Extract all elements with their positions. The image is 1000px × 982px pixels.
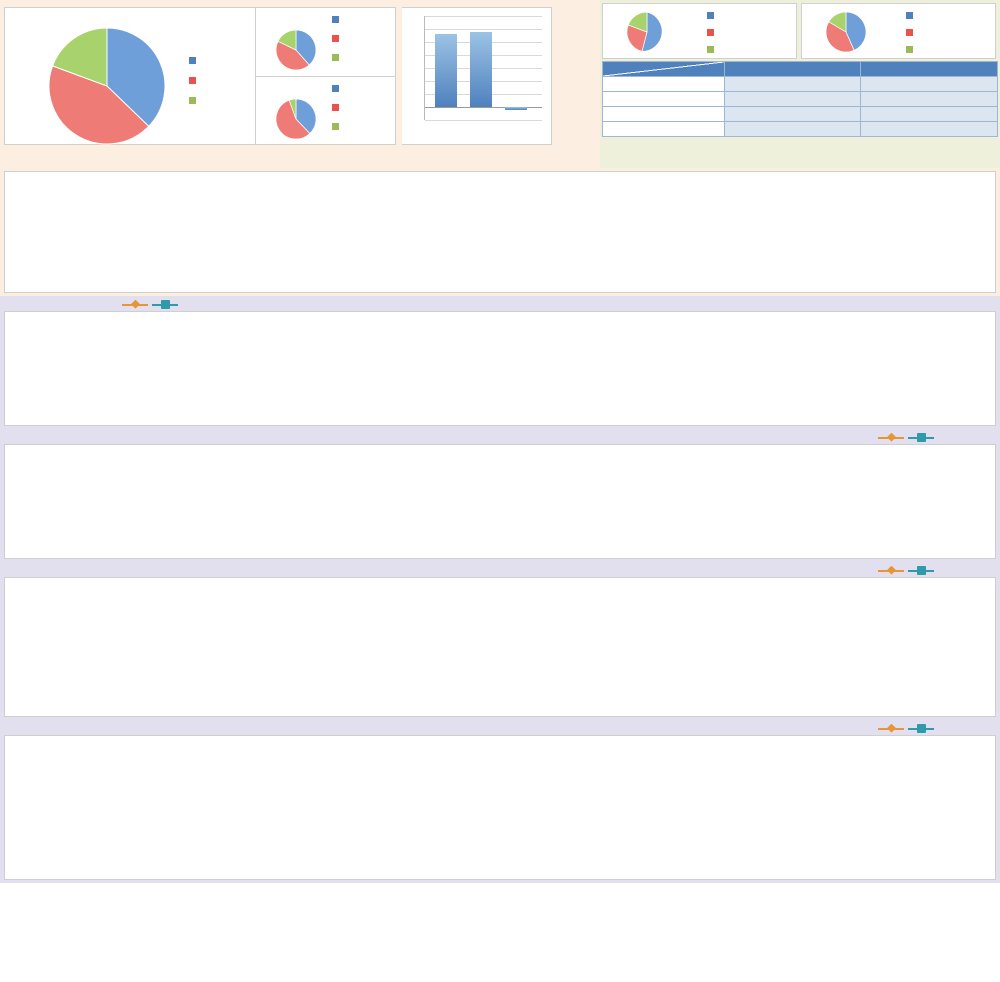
nissan-pie-kawasaki-graphic	[825, 11, 867, 53]
history-chart	[4, 171, 996, 293]
s2023fm-graphic	[73, 584, 953, 666]
table-row	[602, 76, 998, 92]
pie-home-legend-draw	[332, 51, 342, 64]
swatch-loss	[332, 35, 339, 43]
nissan-pie-kawasaki	[801, 3, 996, 59]
pie-away	[256, 76, 396, 145]
nissan-right-legend-win	[906, 9, 916, 22]
pie-home-legend-loss	[332, 32, 342, 45]
legend-marker-rank	[152, 299, 178, 309]
s2024fm-graphic	[73, 320, 953, 410]
season-2023-kf-section	[0, 720, 1000, 883]
cell-yokohama	[723, 76, 862, 92]
history-section	[0, 168, 1000, 296]
s2023fm-chart	[4, 577, 996, 717]
pie-home	[256, 7, 396, 77]
s2024kf-chart	[4, 444, 996, 559]
cell-kawasaki	[860, 91, 998, 107]
team-evaluation-table	[602, 61, 998, 137]
cell-kawasaki	[860, 76, 998, 92]
swatch-win	[332, 16, 339, 24]
swatch-loss	[332, 103, 339, 111]
nissan-pie-yokohama	[602, 3, 797, 59]
s2023kf-chart	[4, 735, 996, 880]
s2023fm-legend	[876, 564, 936, 576]
legend-marker-result	[878, 433, 904, 442]
pie-away-legend-win	[332, 82, 342, 95]
swatch-loss	[906, 29, 913, 37]
pie-away-graphic	[275, 98, 317, 139]
nissan-pie-yokohama-graphic	[626, 11, 663, 52]
season-2023-fm-section	[0, 562, 1000, 720]
cell-yokohama	[723, 121, 862, 137]
legend-win	[189, 50, 199, 70]
table-corner-cell	[602, 61, 725, 77]
nissan-right-legend-loss	[906, 26, 916, 39]
cell-kawasaki	[860, 121, 998, 137]
swatch-win	[332, 84, 339, 92]
bar-shitten	[470, 32, 492, 107]
legend-marker-rank	[908, 565, 934, 575]
cell-yokohama	[723, 106, 862, 122]
s2024kf-legend	[876, 431, 936, 443]
pie-away-legend-draw	[332, 120, 342, 133]
cell-yokohama	[723, 91, 862, 107]
s2024fm-legend	[120, 298, 180, 310]
legend-marker-result	[878, 566, 904, 575]
pie-away-legend-loss	[332, 101, 342, 114]
pie-overall-graphic	[48, 27, 166, 145]
table-header-row	[602, 61, 998, 77]
row-label	[602, 106, 725, 122]
goals-bar-plot	[424, 16, 542, 121]
season-2024-fm-section	[0, 296, 1000, 429]
swatch-draw	[332, 122, 339, 130]
bar-tokushitsuten-sa	[505, 107, 527, 110]
row-label	[602, 76, 725, 92]
nissan-stadium-panel	[600, 0, 1000, 168]
s2024fm-chart	[4, 311, 996, 426]
pie-home-legend-win	[332, 13, 342, 26]
legend-marker-rank	[908, 723, 934, 733]
nissan-left-legend-draw	[707, 43, 717, 56]
swatch-draw	[332, 54, 339, 62]
top-section	[0, 0, 1000, 168]
legend-marker-rank	[908, 432, 934, 442]
legend-marker-result	[878, 724, 904, 733]
s2024kf-graphic	[73, 453, 953, 543]
swatch-draw	[906, 46, 913, 54]
nissan-left-legend-win	[707, 9, 717, 22]
season-2024-kf-section	[0, 429, 1000, 562]
legend-swatch-loss	[189, 76, 196, 84]
pie-home-graphic	[275, 29, 317, 71]
swatch-win	[906, 12, 913, 20]
history-chart-graphic	[53, 182, 988, 242]
legend-marker-result	[122, 300, 148, 309]
goals-bar-chart	[402, 7, 552, 145]
pie-overall	[4, 7, 256, 145]
row-label	[602, 121, 725, 137]
head-to-head-title	[4, 2, 596, 5]
table-row	[602, 106, 998, 122]
swatch-loss	[707, 29, 714, 37]
s2023kf-graphic	[73, 744, 953, 826]
table-row	[602, 121, 998, 137]
table-row	[602, 91, 998, 107]
row-label	[602, 91, 725, 107]
swatch-draw	[707, 46, 714, 54]
swatch-win	[707, 12, 714, 20]
bar-tokuten	[435, 34, 457, 107]
col-header-yokohama	[723, 61, 862, 77]
s2023kf-legend	[876, 722, 936, 734]
col-header-kawasaki	[860, 61, 998, 77]
legend-swatch-draw	[189, 96, 196, 104]
legend-draw	[189, 90, 199, 110]
legend-loss	[189, 70, 199, 90]
cell-kawasaki	[860, 106, 998, 122]
nissan-right-legend-draw	[906, 43, 916, 56]
nissan-left-legend-loss	[707, 26, 717, 39]
head-to-head-panel	[0, 0, 600, 168]
legend-swatch-win	[189, 56, 196, 64]
